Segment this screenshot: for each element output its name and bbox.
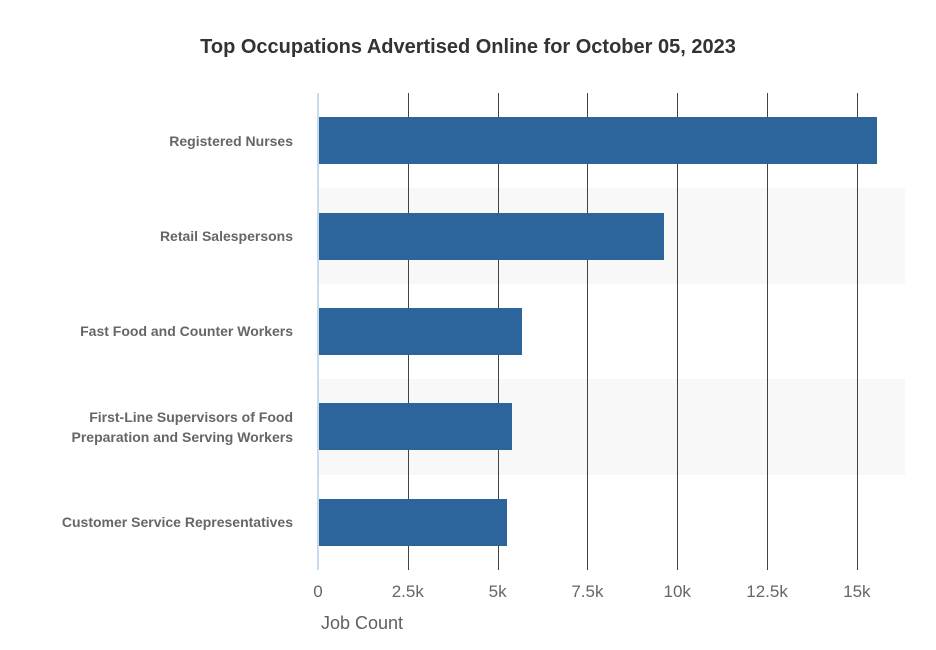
x-tick-label-10k: 10k (663, 582, 691, 601)
x-tick-label-2.5k: 2.5k (391, 582, 424, 601)
x-tick-label-0: 0 (313, 582, 323, 601)
gridline-12.5k (767, 93, 769, 570)
x-tick-label-5k: 5k (488, 582, 507, 601)
gridline-10k (677, 93, 679, 570)
category-label-registered-nurses: Registered Nurses (169, 132, 293, 149)
bar-registered-nurses[interactable] (319, 117, 877, 165)
y-axis-line (317, 93, 319, 570)
x-tick-label-7.5k: 7.5k (571, 582, 604, 601)
category-label-first-line-supervisors-of-food-preparation-and-serving-workers: First-Line Supervisors of Food Preparati… (71, 408, 293, 445)
category-label-retail-salespersons: Retail Salespersons (159, 227, 293, 244)
x-tick-label-15k: 15k (843, 582, 871, 601)
gridline-7.5k (587, 93, 589, 570)
chart-title: Top Occupations Advertised Online for Oc… (200, 36, 736, 58)
bar-retail-salespersons[interactable] (319, 212, 664, 260)
bar-customer-service-representatives[interactable] (319, 498, 507, 546)
gridline-15k (856, 93, 858, 570)
category-label-fast-food-and-counter-workers: Fast Food and Counter Workers (80, 323, 293, 340)
x-axis-title: Job Count (321, 613, 404, 633)
plot-area (317, 93, 905, 570)
bar-first-line-supervisors-of-food-preparation-and-serving-workers[interactable] (319, 403, 512, 451)
bar-fast-food-and-counter-workers[interactable] (319, 308, 522, 355)
category-label-customer-service-representatives: Customer Service Representatives (61, 514, 293, 531)
x-tick-label-12.5k: 12.5k (746, 582, 788, 601)
